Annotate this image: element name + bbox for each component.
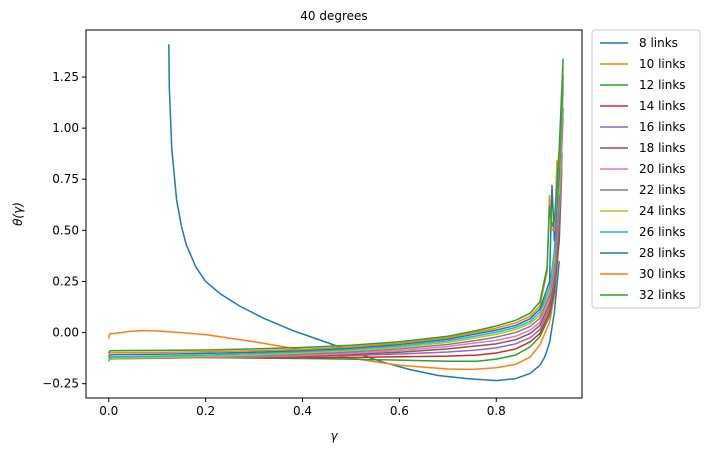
y-axis-label: θ(γ) bbox=[11, 202, 25, 226]
legend-label-13: 32 links bbox=[639, 288, 686, 302]
legend-label-8: 22 links bbox=[639, 183, 686, 197]
x-tick-label: 0.4 bbox=[293, 404, 312, 418]
series-line-8 bbox=[108, 107, 564, 362]
series-line-1 bbox=[168, 44, 560, 382]
y-tick-label: 0.00 bbox=[52, 326, 79, 340]
legend-label-11: 28 links bbox=[639, 246, 686, 260]
x-tick-label: 0.0 bbox=[99, 404, 118, 418]
legend-label-9: 24 links bbox=[639, 204, 686, 218]
y-tick-label: 1.00 bbox=[52, 121, 79, 135]
legend-label-5: 16 links bbox=[639, 120, 686, 134]
plot-frame bbox=[85, 29, 583, 399]
legend-label-10: 26 links bbox=[639, 225, 686, 239]
legend-label-6: 18 links bbox=[639, 141, 686, 155]
series-layer bbox=[108, 44, 564, 382]
y-tick-label: −0.25 bbox=[42, 377, 79, 391]
y-tick-label: 0.25 bbox=[52, 274, 79, 288]
x-tick-label: 0.2 bbox=[196, 404, 215, 418]
axes-layer: 0.0 0.2 0.4 0.6 0.8 −0.25 0.00 0.25 0.50 0.75 1.00… bbox=[42, 70, 506, 418]
legend-label-2: 10 links bbox=[639, 57, 686, 71]
legend-label-3: 12 links bbox=[639, 78, 686, 92]
legend-box bbox=[591, 29, 701, 309]
x-tick-label: 0.8 bbox=[487, 404, 506, 418]
x-tick-label: 0.6 bbox=[390, 404, 409, 418]
series-line-12 bbox=[108, 66, 564, 356]
series-line-6 bbox=[108, 99, 564, 362]
legend-label-4: 14 links bbox=[639, 99, 686, 113]
legend-label-7: 20 links bbox=[639, 162, 686, 176]
y-tick-label: 0.50 bbox=[52, 223, 79, 237]
series-line-9 bbox=[108, 91, 564, 362]
series-line-13 bbox=[108, 58, 564, 354]
legend: 8 links 10 links 12 links 14 links 16 links 1… bbox=[591, 29, 701, 309]
y-tick-label: 0.75 bbox=[52, 172, 79, 186]
chart-title: 40 degrees bbox=[300, 9, 367, 23]
y-tick-label: 1.25 bbox=[52, 70, 79, 84]
series-line-11 bbox=[108, 74, 564, 358]
legend-label-1: 8 links bbox=[639, 36, 678, 50]
series-line-7 bbox=[108, 117, 564, 362]
legend-label-12: 30 links bbox=[639, 267, 686, 281]
x-axis-label: γ bbox=[330, 429, 338, 443]
series-line-10 bbox=[108, 83, 564, 360]
